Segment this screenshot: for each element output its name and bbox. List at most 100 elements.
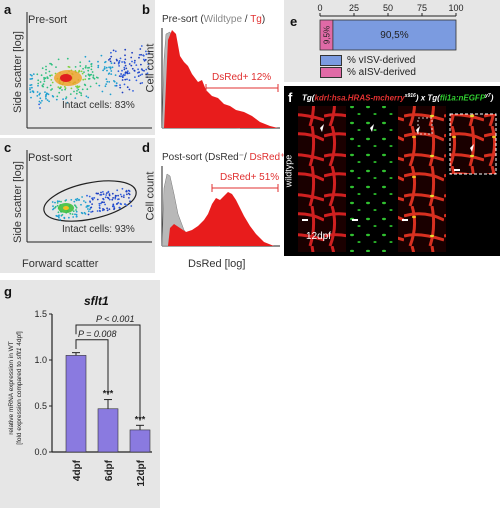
- scatter-dot: [62, 98, 64, 101]
- scatter-dot: [36, 73, 39, 76]
- scatter-dot: [109, 67, 112, 70]
- panel-title: Tg(kdrl:hsa.HRAS-mcherrys916) x Tg(fli1a…: [302, 93, 493, 103]
- scatter-points: [51, 187, 133, 221]
- scatter-dot: [84, 213, 87, 215]
- scatter-dot: [122, 73, 125, 76]
- title-negative: DsRed⁻: [208, 152, 244, 163]
- scatter-dot: [117, 201, 120, 204]
- scatter-dot: [140, 63, 142, 66]
- scatter-dot: [105, 83, 108, 85]
- scatter-dot: [102, 193, 105, 195]
- title-part: /: [243, 152, 250, 163]
- scatter-dot: [84, 201, 87, 204]
- scatter-dot: [142, 54, 145, 57]
- scatter-dot: [96, 210, 99, 212]
- hotspot-core: [63, 206, 69, 210]
- scatter-dot: [125, 190, 128, 193]
- scatter-dot: [101, 209, 104, 212]
- panel-d: d Post-sort (DsRed⁻/ DsRed⁺) Cell count …: [140, 138, 289, 273]
- scatter-dot: [113, 80, 115, 82]
- scatter-dot: [43, 78, 46, 80]
- scatter-dot: [39, 102, 42, 104]
- scatter-dot: [58, 200, 61, 203]
- x-tick-label: 25: [349, 3, 359, 13]
- scatter-dot: [106, 80, 109, 83]
- scatter-dot: [119, 57, 122, 60]
- scatter-dot: [49, 74, 51, 77]
- scatter-dot: [102, 208, 104, 210]
- scatter-points: [29, 45, 151, 109]
- scatter-dot: [49, 84, 52, 87]
- panel-a: a Pre-sort Intact cells: 83%: [0, 0, 155, 135]
- scatter-dot: [145, 53, 148, 56]
- scatter-dot: [124, 64, 127, 67]
- scatter-dot: [93, 77, 96, 80]
- scatter-dot: [65, 199, 68, 201]
- scatter-dot: [90, 73, 93, 76]
- scatter-dot: [73, 200, 76, 203]
- scatter-dot: [59, 218, 62, 221]
- scatter-dot: [75, 210, 78, 213]
- scatter-dot: [80, 92, 82, 95]
- scatter-dot: [95, 192, 98, 195]
- x-axis-label: Forward scatter: [22, 258, 99, 270]
- gate-label: Intact cells: 83%: [62, 100, 135, 111]
- legend-label-a: % aISV-derived: [347, 66, 416, 78]
- scatter-dot: [127, 192, 130, 195]
- scatter-dot: [86, 194, 88, 197]
- scatter-dot: [139, 48, 142, 50]
- scatter-dot: [101, 90, 104, 93]
- scatter-dot: [43, 76, 45, 79]
- scatter-dot: [30, 96, 32, 99]
- scatter-dot: [45, 97, 47, 100]
- scatter-dot: [44, 91, 46, 93]
- scatter-dot: [72, 210, 75, 213]
- scatter-dot: [100, 193, 103, 196]
- scatter-dot: [121, 79, 124, 81]
- scatter-dot: [128, 72, 131, 74]
- x-tick-label: 75: [417, 3, 427, 13]
- scatter-dot: [50, 79, 53, 81]
- scatter-dot: [79, 61, 82, 64]
- title-sup: s916: [404, 93, 416, 99]
- scatter-dot: [97, 66, 100, 69]
- scatter-dot: [124, 78, 127, 81]
- scatter-dot: [70, 199, 73, 201]
- scatter-dot: [110, 51, 112, 54]
- bracket: [75, 324, 141, 421]
- scatter-dot: [84, 78, 87, 81]
- scatter-dot: [125, 67, 128, 70]
- scatter-dot: [29, 91, 32, 93]
- scatter-dot: [51, 81, 54, 84]
- scatter-dot: [114, 84, 117, 87]
- scatter-dot: [140, 53, 143, 56]
- scatter-dot: [32, 73, 35, 75]
- scatter-dot: [87, 213, 90, 216]
- panel-c: c Post-sort Intact cells: 93% Forward sc…: [0, 138, 155, 273]
- scatter-dot: [69, 212, 72, 215]
- scatter-dot: [39, 92, 41, 95]
- title-part: /: [242, 14, 251, 25]
- panel-label: g: [4, 284, 12, 299]
- y-axis-label: relative mRNA expression in WT [fold exp…: [8, 298, 24, 478]
- scatter-dot: [109, 93, 112, 96]
- panel-label: c: [4, 140, 12, 155]
- scatter-dot: [58, 87, 61, 90]
- gate-label: DsRed+ 12%: [212, 72, 272, 83]
- scatter-dot: [84, 66, 87, 69]
- chart-title: sflt1: [84, 294, 109, 308]
- scatter-dot: [111, 192, 114, 195]
- scatter-dot: [142, 58, 145, 61]
- scatter-dot: [52, 207, 55, 210]
- scatter-dot: [58, 91, 61, 94]
- scatter-dot: [138, 54, 141, 56]
- scatter-dot: [131, 60, 133, 63]
- scatter-dot: [108, 194, 111, 197]
- scatter-dot: [109, 57, 111, 60]
- scatter-dot: [123, 83, 126, 86]
- scatter-dot: [108, 208, 111, 210]
- scatter-dot: [137, 68, 140, 71]
- scatter-dot: [124, 48, 127, 51]
- scatter-dot: [141, 82, 144, 84]
